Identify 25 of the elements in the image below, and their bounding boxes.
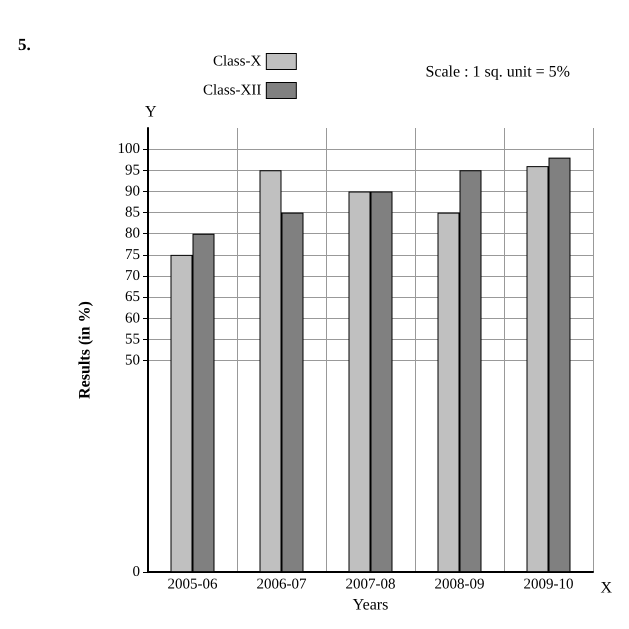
y-tick-label: 90 bbox=[125, 183, 140, 200]
y-tick-label: 0 bbox=[132, 564, 140, 580]
y-tick-label: 55 bbox=[125, 331, 140, 348]
y-tick-label: 65 bbox=[125, 289, 140, 306]
x-tick-label: 2005-06 bbox=[168, 576, 218, 593]
y-tick-label: 100 bbox=[118, 141, 140, 158]
y-tick-label: 95 bbox=[125, 162, 140, 178]
text: X bbox=[600, 580, 612, 596]
text: 5. bbox=[18, 35, 31, 54]
y-tick-label: 70 bbox=[125, 268, 140, 284]
y-tick-label: 75 bbox=[125, 246, 140, 263]
text: Scale : 1 sq. unit = 5% bbox=[425, 64, 570, 80]
x-tick-label: 2006-07 bbox=[256, 576, 307, 593]
y-tick-label: 50 bbox=[125, 352, 140, 369]
x-axis-title: Years bbox=[352, 596, 388, 614]
y-tick-label: 60 bbox=[125, 310, 140, 326]
x-tick-label: 2007-08 bbox=[346, 576, 396, 593]
legend-label: Class-XII bbox=[202, 82, 262, 98]
x-tick-label: 2009-10 bbox=[524, 576, 574, 593]
y-tick-label: 85 bbox=[125, 204, 140, 221]
y-axis-title: Results (in %) bbox=[76, 301, 94, 399]
legend-label: Class-X bbox=[212, 54, 262, 70]
x-tick-label: 2008-09 bbox=[434, 576, 484, 593]
text: Y bbox=[145, 104, 157, 120]
y-tick-label: 80 bbox=[125, 226, 140, 242]
